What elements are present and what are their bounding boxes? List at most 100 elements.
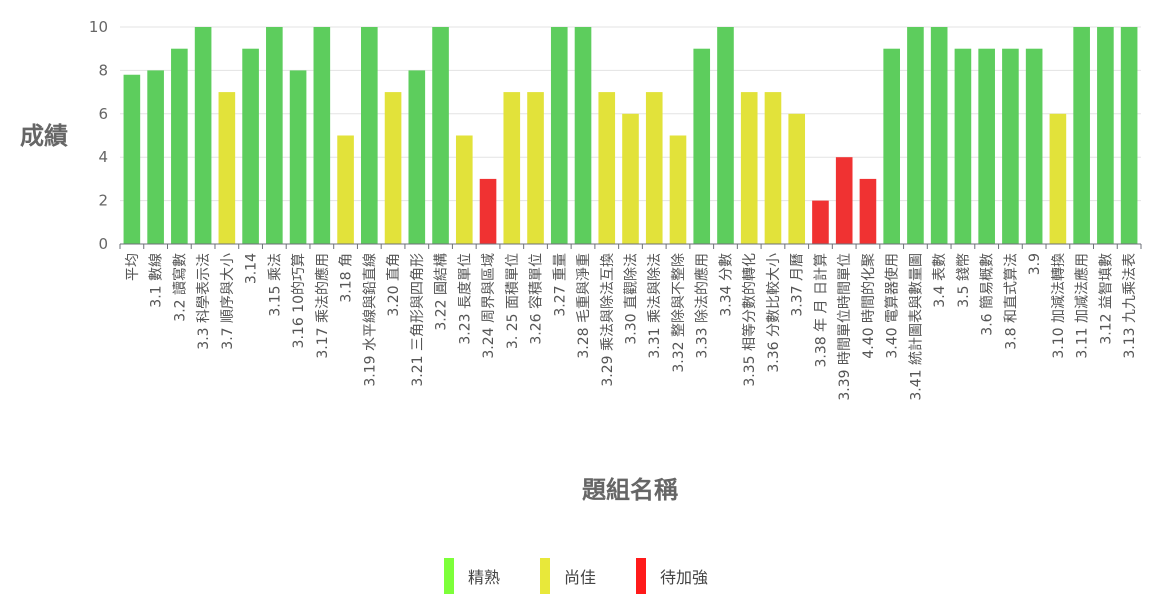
x-tick-label: 3. 25 面積單位: [505, 253, 521, 349]
bar: [1097, 27, 1114, 244]
bar: [859, 178, 877, 244]
x-axis-title: 題組名稱: [582, 476, 678, 504]
legend-item[interactable]: 尚佳: [539, 558, 596, 594]
bar-chart: 0 2 4 6 8 10 平均 3.1 數線 3.2 讀寫數 3.3 科學表示法 3.7 順序與大…: [20, 18, 1142, 504]
x-tick-label: 3.27 重量: [552, 253, 568, 317]
bar: [550, 27, 568, 244]
x-tick-label: 3.22 圓結構: [434, 253, 450, 331]
bar: [218, 92, 236, 244]
x-tick-label: 3.5 錢幣: [955, 253, 972, 308]
bar: [171, 48, 188, 245]
y-tick-label: 0: [98, 235, 108, 253]
y-tick-label: 2: [98, 192, 108, 210]
bar: [740, 92, 758, 244]
bar: [408, 70, 426, 245]
x-tick-label: 3.36 分數比較大小: [766, 253, 782, 373]
x-tick-label: 3.40 電算器使用: [884, 253, 901, 359]
bar: [835, 157, 853, 244]
x-tick-label: 3.17 乘法的應用: [314, 253, 331, 359]
legend-swatch: [636, 558, 646, 594]
x-tick-label: 3.21 三角形與四角形: [410, 253, 426, 387]
y-tick-label: 8: [98, 61, 108, 79]
x-tick-label: 3.30 直觀除法: [623, 253, 640, 345]
bar: [788, 113, 806, 244]
x-tick-label: 3.28 毛重與淨重: [576, 253, 592, 359]
legend-item[interactable]: 待加強: [636, 558, 708, 594]
x-tick-label: 3.39 時間單位時間單位: [837, 253, 853, 401]
bar: [337, 135, 354, 244]
bar: [1002, 48, 1019, 245]
bar: [432, 27, 449, 244]
x-tick-label: 平均: [125, 253, 141, 281]
bar: [1073, 27, 1090, 244]
y-tick-label: 4: [98, 148, 108, 166]
bar: [147, 70, 164, 245]
bar: [622, 113, 639, 244]
bar: [645, 92, 663, 244]
legend-label: 待加強: [660, 568, 709, 587]
x-tick-label: 3.6 簡易概數: [980, 253, 996, 336]
x-tick-label: 3.38 年 月 日計算: [813, 253, 829, 368]
legend-item[interactable]: 精熟: [443, 558, 500, 594]
bar: [693, 48, 711, 245]
bar: [812, 200, 829, 244]
x-tick-label: 3.23 長度單位: [457, 253, 473, 345]
x-tick-label: 3.33 除法的應用: [694, 253, 711, 359]
y-tick-label: 10: [89, 18, 108, 36]
x-tick-label: 4.40 時間的化聚: [861, 253, 877, 359]
bar: [930, 27, 948, 244]
bar: [717, 27, 734, 244]
x-tick-label: 3.37 月曆: [790, 253, 806, 317]
x-tick-label: 3.13 九九乘法表: [1122, 253, 1138, 359]
x-tick-label: 3.41 統計圖表與數量圖: [908, 253, 924, 401]
x-tick-label: 3.11 加減法應用: [1074, 253, 1091, 359]
bar: [384, 92, 402, 244]
legend-label: 尚佳: [563, 568, 596, 587]
bar: [907, 27, 924, 244]
x-tick-label: 3.3 科學表示法: [196, 253, 212, 350]
bar: [242, 48, 259, 245]
x-tick-label: 3.1 數線: [149, 253, 165, 308]
x-tick-label: 3.10 加減法轉換: [1050, 253, 1067, 359]
y-tick-labels: 0 2 4 6 8 10: [89, 18, 108, 253]
x-tick-label: 3.26 容積單位: [528, 253, 545, 345]
x-tick-label: 3.15 乘法: [267, 253, 283, 317]
x-tick-label: 3.2 讀寫數: [171, 253, 188, 322]
legend-label: 精熟: [467, 568, 500, 587]
x-tick-label: 3.24 周界與區域: [481, 253, 497, 359]
bar: [883, 48, 900, 245]
bar: [361, 27, 378, 244]
bar: [598, 92, 616, 244]
x-tick-label: 3.4 表數: [932, 253, 948, 308]
y-tick-label: 6: [98, 105, 108, 123]
x-tick-label: 3.32 整除與不整除: [671, 253, 687, 373]
bars: [123, 27, 1138, 245]
x-tick-label: 3.35 相等分數的轉化: [741, 253, 758, 387]
legend-swatch: [539, 558, 550, 594]
bar: [527, 92, 544, 244]
bar: [764, 92, 782, 244]
bar: [194, 27, 212, 244]
bar: [978, 48, 995, 245]
bar: [1025, 48, 1043, 245]
x-tick-label: 3.19 水平線與鉛直線: [361, 253, 378, 387]
bar: [266, 27, 283, 244]
bar: [669, 135, 687, 244]
x-tick-label: 3.8 和直式算法: [1002, 253, 1019, 350]
x-tick-label: 3.16 10的巧算: [291, 253, 307, 348]
bar: [289, 70, 307, 245]
x-tick-label: 3.14: [244, 253, 260, 284]
x-tick-label: 3.34 分數: [718, 253, 734, 317]
x-tick-labels: 平均 3.1 數線 3.2 讀寫數 3.3 科學表示法 3.7 順序與大小 3.14 3.1…: [119, 244, 1142, 401]
x-tick-label: 3.29 乘法與除法互換: [600, 253, 616, 387]
bar: [1049, 113, 1067, 244]
x-tick-label: 3.7 順序與大小: [220, 253, 236, 350]
y-axis-title: 成績: [20, 122, 68, 150]
bar: [123, 74, 141, 245]
bar: [313, 27, 331, 244]
bar: [954, 48, 972, 245]
bar: [479, 178, 497, 244]
x-tick-label: 3.20 直角: [385, 253, 402, 317]
x-tick-label: 3.9: [1027, 253, 1043, 275]
legend-swatch: [443, 558, 454, 594]
